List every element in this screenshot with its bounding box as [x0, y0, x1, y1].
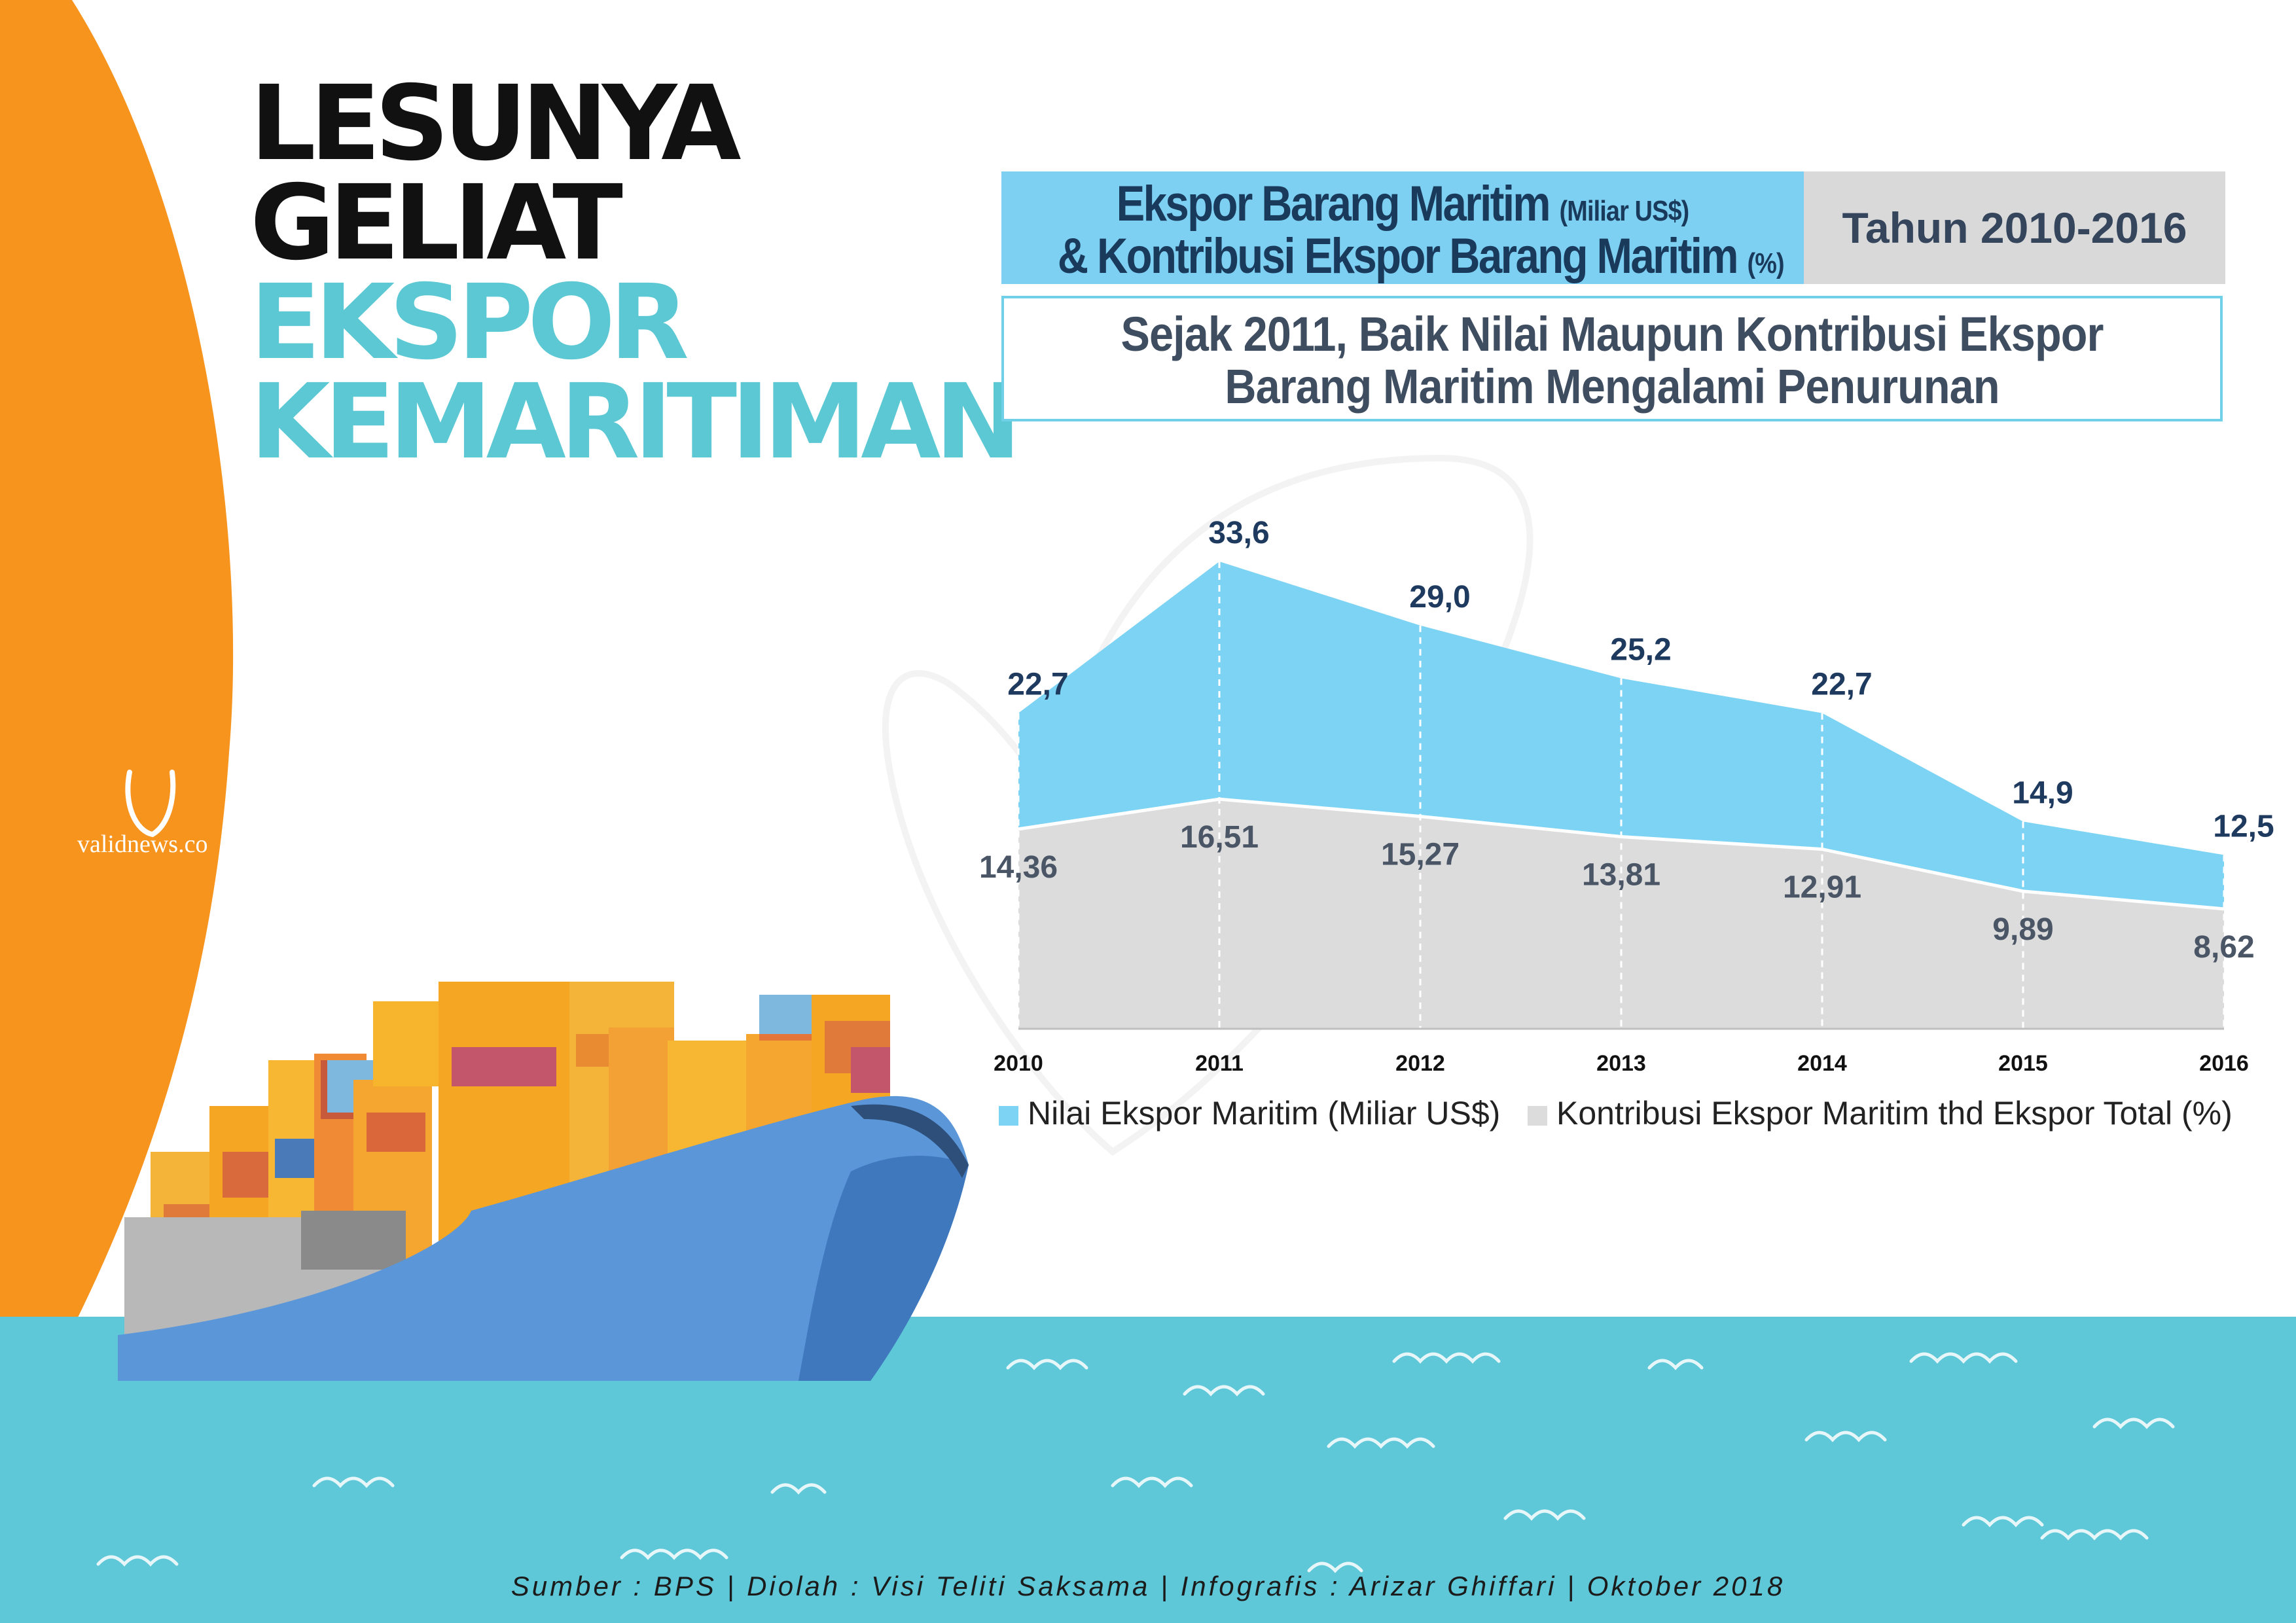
legend-item-value: Nilai Ekspor Maritim (Miliar US$)	[999, 1094, 1500, 1132]
contribution-label-2014: 12,91	[1783, 870, 1861, 905]
legend-swatch-contribution	[1528, 1105, 1547, 1126]
contribution-label-2015: 9,89	[1992, 912, 2053, 947]
ship-illustration	[118, 982, 969, 1381]
validnews-logo-icon	[125, 770, 176, 838]
x-tick-2012: 2012	[1395, 1051, 1445, 1076]
legend-item-contribution: Kontribusi Ekspor Maritim thd Ekspor Tot…	[1528, 1094, 2233, 1132]
contribution-label-2010: 14,36	[979, 850, 1058, 885]
header-line-2-text: & Kontribusi Ekspor Barang Maritim	[1057, 228, 1739, 284]
x-tick-2015: 2015	[1998, 1051, 2048, 1076]
x-tick-2014: 2014	[1797, 1051, 1847, 1076]
value-label-2012: 29,0	[1409, 580, 1470, 615]
header-line-1-text: Ekspor Barang Maritim	[1116, 176, 1551, 232]
header-line-1-unit: (Miliar US$)	[1559, 195, 1690, 227]
title-line-4: KEMARITIMAN	[250, 362, 1022, 482]
chart-subtitle: Sejak 2011, Baik Nilai Maupun Kontribusi…	[1001, 296, 2223, 421]
value-label-2016: 12,5	[2213, 809, 2274, 844]
title-line-3: EKSPOR	[250, 262, 689, 383]
contribution-label-2012: 15,27	[1381, 838, 1460, 872]
orange-swoosh	[0, 0, 234, 1459]
wave-marks	[96, 1352, 2175, 1573]
logo-text: validnews.co	[77, 830, 208, 858]
header-line-2-unit: (%)	[1747, 247, 1784, 279]
header-period: Tahun 2010-2016	[1804, 171, 2225, 284]
chart-header: Ekspor Barang Maritim (Miliar US$) & Kon…	[1001, 171, 1804, 284]
subtitle-line-1: Sejak 2011, Baik Nilai Maupun Kontribusi…	[1121, 307, 2104, 361]
legend-label-contribution: Kontribusi Ekspor Maritim thd Ekspor Tot…	[1556, 1095, 2233, 1132]
value-label-2013: 25,2	[1610, 633, 1671, 668]
x-tick-2016: 2016	[2199, 1051, 2249, 1076]
value-label-2010: 22,7	[1007, 668, 1068, 702]
value-label-2014: 22,7	[1811, 668, 1872, 702]
x-tick-2011: 2011	[1195, 1051, 1244, 1076]
title-line-2: GELIAT	[250, 163, 623, 283]
contribution-label-2016: 8,62	[2193, 930, 2254, 965]
contribution-label-2013: 13,81	[1582, 858, 1660, 893]
contribution-label-2011: 16,51	[1180, 820, 1259, 855]
legend-label-value: Nilai Ekspor Maritim (Miliar US$)	[1028, 1095, 1501, 1132]
footer-credits: Sumber : BPS | Diolah : Visi Teliti Saks…	[511, 1571, 1785, 1601]
value-label-2011: 33,6	[1208, 516, 1269, 550]
header-line-1: Ekspor Barang Maritim (Miliar US$)	[1058, 175, 1748, 232]
title-line-1: LESUNYA	[250, 63, 742, 184]
legend-swatch-value	[999, 1105, 1018, 1126]
subtitle-line-2: Barang Maritim Mengalami Penurunan	[1225, 359, 2000, 414]
value-label-2015: 14,9	[2012, 776, 2073, 810]
x-tick-2013: 2013	[1596, 1051, 1646, 1076]
x-tick-2010: 2010	[994, 1051, 1043, 1076]
header-line-2: & Kontribusi Ekspor Barang Maritim (%)	[1057, 228, 1785, 285]
